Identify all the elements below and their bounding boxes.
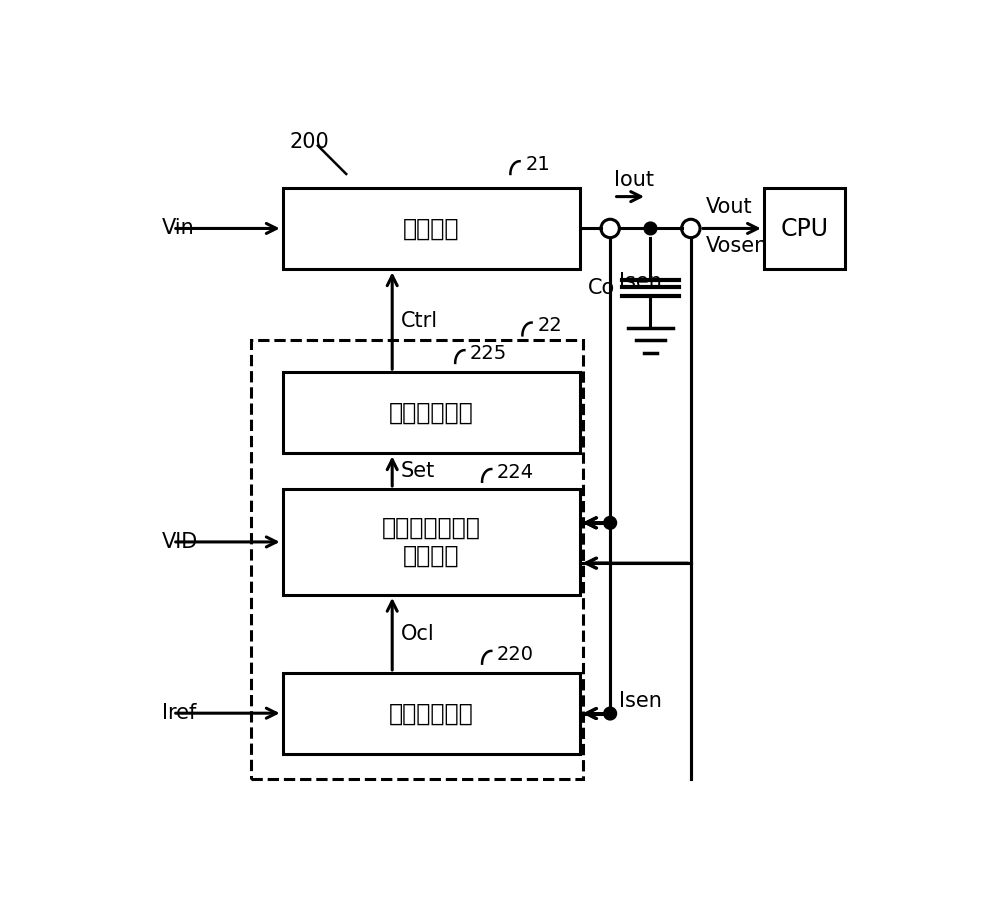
Bar <box>764 188 845 269</box>
Text: Ctrl: Ctrl <box>401 311 438 331</box>
Text: 开关电路: 开关电路 <box>403 217 459 241</box>
Text: Isen: Isen <box>619 691 662 710</box>
Text: Vin: Vin <box>162 219 195 238</box>
Text: Vosen: Vosen <box>706 236 768 256</box>
Text: Ocl: Ocl <box>401 624 434 644</box>
Text: 225: 225 <box>470 344 507 363</box>
Text: 220: 220 <box>497 644 534 664</box>
Bar <box>251 340 583 779</box>
Text: 21: 21 <box>525 155 550 174</box>
Text: 开关控制电路: 开关控制电路 <box>389 401 473 425</box>
Text: Isen: Isen <box>619 272 662 292</box>
Text: 22: 22 <box>537 316 562 335</box>
Text: 200: 200 <box>290 132 329 153</box>
Text: Iout: Iout <box>614 169 654 189</box>
Text: VID: VID <box>162 532 198 552</box>
Bar <box>283 489 580 595</box>
Circle shape <box>604 516 617 529</box>
Text: Co: Co <box>588 278 615 298</box>
Text: CPU: CPU <box>780 217 828 241</box>
Bar <box>283 188 580 269</box>
Bar <box>283 372 580 453</box>
Circle shape <box>604 707 617 720</box>
Text: 过流比较电路: 过流比较电路 <box>389 701 473 725</box>
Text: 自适应电压定位
控制电路: 自适应电压定位 控制电路 <box>382 516 481 568</box>
Circle shape <box>644 222 657 235</box>
Text: Iref: Iref <box>162 703 197 723</box>
Text: 224: 224 <box>497 463 534 482</box>
Text: Set: Set <box>401 461 435 482</box>
Text: Vout: Vout <box>706 198 752 217</box>
Bar <box>283 673 580 754</box>
